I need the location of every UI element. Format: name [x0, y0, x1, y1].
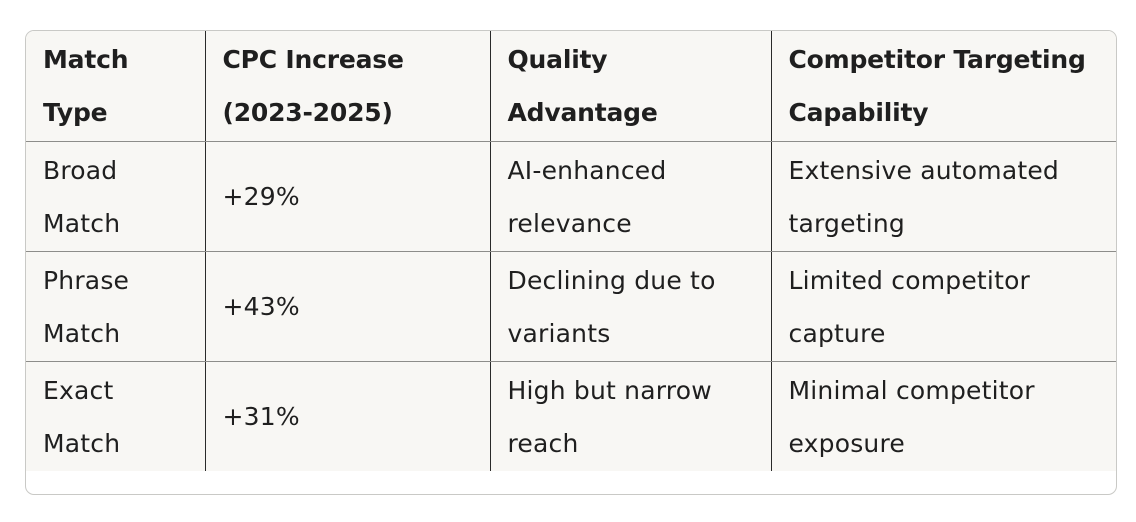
header-quality-advantage: Quality Advantage [490, 31, 772, 142]
cell-match-type: Broad Match [26, 141, 206, 252]
cell-cpc-increase: +29% [205, 141, 491, 252]
cell-text: Minimal competitor [788, 375, 1035, 405]
cell-text: Match [43, 318, 121, 348]
cell-quality-advantage: AI-enhanced relevance [490, 141, 772, 252]
cell-competitor-targeting: Minimal competitor exposure [771, 362, 1116, 472]
cell-quality-advantage: High but narrow reach [490, 361, 772, 471]
cell-text: Match [43, 208, 121, 238]
cell-text: AI-enhanced [507, 155, 667, 185]
cell-text: relevance [507, 208, 632, 238]
cell-match-type: Exact Match [26, 361, 206, 471]
cell-cpc-increase: +31% [205, 361, 491, 471]
cell-text: Declining due to [507, 265, 716, 295]
cell-text: variants [507, 318, 611, 348]
header-cpc-increase: CPC Increase (2023-2025) [205, 31, 491, 142]
header-text: Match [43, 45, 129, 74]
header-match-type: Match Type [26, 31, 206, 142]
table-row: Exact Match +31% High but narrow reach Min… [26, 361, 1116, 472]
cell-match-type: Phrase Match [26, 251, 206, 362]
table-header-row: Match Type CPC Increase (2023-2025) Qualit… [26, 31, 1116, 142]
cell-competitor-targeting: Extensive automated targeting [771, 141, 1116, 252]
header-competitor-targeting: Competitor Targeting Capability [771, 31, 1116, 142]
cell-text: exposure [788, 428, 905, 458]
cell-text: capture [788, 318, 886, 348]
cell-quality-advantage: Declining due to variants [490, 251, 772, 362]
cell-text: Phrase [43, 265, 130, 295]
header-text: Quality [507, 45, 608, 74]
comparison-table-card: Match Type CPC Increase (2023-2025) Qualit… [25, 30, 1117, 495]
header-text: Competitor Targeting [788, 45, 1086, 74]
cell-text: Broad [43, 155, 118, 185]
header-text: Type [43, 98, 108, 127]
header-text: Advantage [507, 98, 658, 127]
cell-competitor-targeting: Limited competitor capture [771, 251, 1116, 362]
header-text: CPC Increase [222, 45, 404, 74]
cell-text: Limited competitor [788, 265, 1031, 295]
cell-text: High but narrow [507, 375, 712, 405]
cell-text: targeting [788, 208, 905, 238]
match-type-comparison-table: Match Type CPC Increase (2023-2025) Qualit… [26, 31, 1116, 471]
table-row: Broad Match +29% AI-enhanced relevance Ext… [26, 141, 1116, 252]
cell-text: Match [43, 428, 121, 458]
cell-text: Exact [43, 375, 114, 405]
header-text: (2023-2025) [222, 98, 393, 127]
header-text: Capability [788, 98, 929, 127]
cell-text: reach [507, 428, 579, 458]
cell-text: Extensive automated [788, 155, 1059, 185]
table-row: Phrase Match +43% Declining due to variant… [26, 251, 1116, 362]
cell-cpc-increase: +43% [205, 251, 491, 362]
